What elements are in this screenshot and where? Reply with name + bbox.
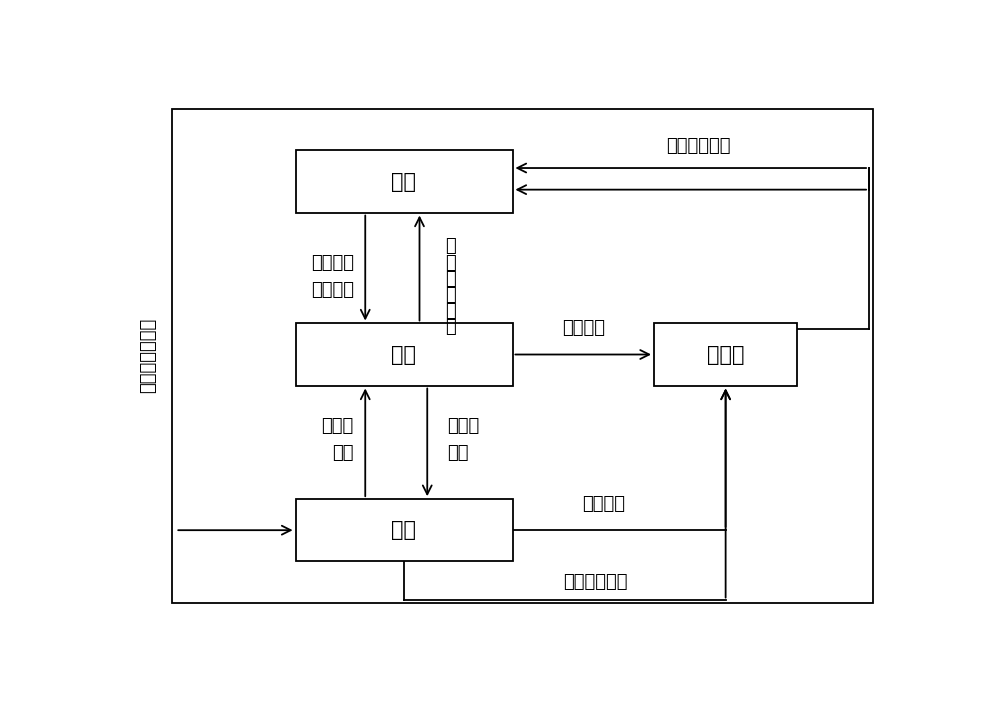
Text: 路径信息: 路径信息 bbox=[311, 281, 354, 298]
Text: 息: 息 bbox=[445, 286, 456, 304]
Text: 设置主路径信息: 设置主路径信息 bbox=[139, 318, 157, 394]
Text: 转发数据: 转发数据 bbox=[582, 495, 625, 513]
Text: 失效: 失效 bbox=[332, 444, 354, 462]
Text: 备份: 备份 bbox=[392, 345, 416, 364]
Text: 设置主: 设置主 bbox=[447, 417, 479, 435]
Text: 径: 径 bbox=[445, 253, 456, 272]
Text: 路径信息失效: 路径信息失效 bbox=[666, 136, 731, 154]
Bar bbox=[296, 499, 512, 562]
Text: 路径: 路径 bbox=[447, 444, 468, 462]
Text: 活动: 活动 bbox=[392, 520, 416, 540]
Text: 主路径: 主路径 bbox=[321, 417, 354, 435]
Bar bbox=[296, 324, 512, 385]
Text: 所有路径失效: 所有路径失效 bbox=[564, 573, 628, 590]
Text: 普通: 普通 bbox=[392, 171, 416, 192]
Text: 转发数据: 转发数据 bbox=[562, 319, 605, 337]
Text: 失: 失 bbox=[445, 303, 456, 320]
Text: 信: 信 bbox=[445, 270, 456, 288]
Text: 效: 效 bbox=[445, 319, 456, 336]
Bar bbox=[296, 150, 512, 213]
Text: 主活动: 主活动 bbox=[707, 345, 744, 364]
Text: 设置备份: 设置备份 bbox=[311, 253, 354, 272]
Bar bbox=[654, 324, 797, 385]
Text: 路: 路 bbox=[445, 237, 456, 256]
